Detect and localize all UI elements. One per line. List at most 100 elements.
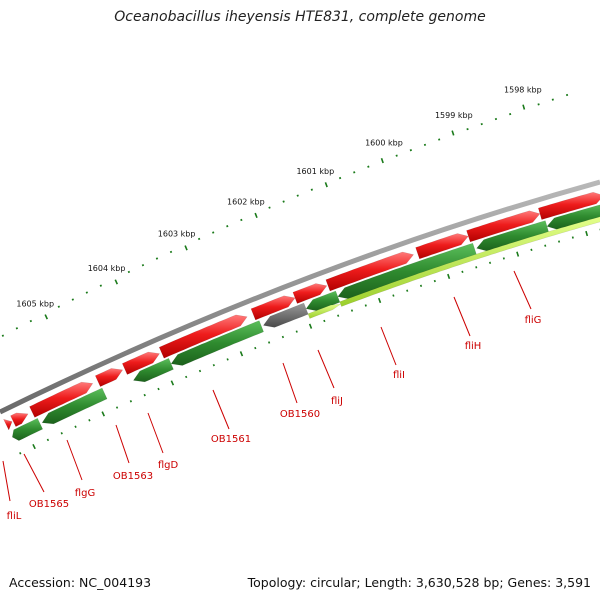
inner-minor-tick xyxy=(502,257,505,260)
inner-minor-tick xyxy=(46,438,50,442)
forward-gene-feature[interactable] xyxy=(292,283,328,304)
inner-minor-tick xyxy=(406,289,409,292)
gene-label-ob1565[interactable]: OB1565 xyxy=(29,499,69,510)
inner-major-tick xyxy=(585,230,589,237)
inner-minor-tick xyxy=(157,387,160,391)
scale-major-tick xyxy=(324,182,328,188)
accession-text: Accession: NC_004193 xyxy=(9,575,152,590)
scale-minor-tick xyxy=(268,206,271,209)
reverse-gene-feature[interactable] xyxy=(41,387,108,425)
inner-minor-tick xyxy=(350,309,354,312)
scale-label-1604-kbp: 1604 kbp xyxy=(88,264,126,273)
scale-minor-tick xyxy=(99,284,103,287)
scale-major-tick xyxy=(114,279,119,285)
inner-minor-tick xyxy=(254,346,257,350)
inner-major-tick xyxy=(170,380,175,386)
forward-gene-feature[interactable] xyxy=(415,233,469,260)
reverse-gene-feature[interactable] xyxy=(132,357,174,383)
gene-label-ob1561[interactable]: OB1561 xyxy=(211,434,251,445)
inner-minor-tick xyxy=(74,425,77,428)
gene-label-flii[interactable]: fliI xyxy=(393,370,405,381)
scale-minor-tick xyxy=(127,270,131,274)
inner-minor-tick xyxy=(571,236,574,239)
genome-backbone xyxy=(0,179,600,415)
inner-minor-tick xyxy=(143,393,146,397)
scale-minor-tick xyxy=(466,128,469,131)
inner-minor-tick xyxy=(19,452,22,455)
gene-label-leader xyxy=(453,296,471,337)
gene-label-flih[interactable]: fliH xyxy=(465,341,482,352)
forward-gene-feature[interactable] xyxy=(250,295,296,321)
gene-label-leader xyxy=(147,412,164,454)
inner-ticks xyxy=(19,228,600,455)
scale-major-tick xyxy=(44,314,49,320)
inner-minor-tick xyxy=(544,244,547,247)
gene-label-flil[interactable]: fliL xyxy=(7,511,22,522)
inner-minor-tick xyxy=(461,270,464,274)
inner-minor-tick xyxy=(115,406,119,409)
forward-gene-feature[interactable] xyxy=(158,314,248,359)
forward-gene-feature[interactable] xyxy=(3,418,13,431)
scale-minor-tick xyxy=(494,117,498,121)
gene-features xyxy=(3,191,600,441)
gene-label-ob1560[interactable]: OB1560 xyxy=(280,409,320,420)
scale-label-1603-kbp: 1603 kbp xyxy=(158,230,196,239)
forward-gene-feature[interactable] xyxy=(29,381,94,418)
scale-label-1601-kbp: 1601 kbp xyxy=(296,167,334,176)
scale-minor-tick xyxy=(282,200,285,203)
inner-major-tick xyxy=(378,297,382,304)
scale-label-1602-kbp: 1602 kbp xyxy=(227,197,265,206)
gene-label-leader xyxy=(115,424,130,464)
scale-minor-tick xyxy=(169,250,173,254)
forward-gene-feature[interactable] xyxy=(325,251,415,292)
gene-label-flij[interactable]: fliJ xyxy=(331,396,343,407)
reverse-gene-feature[interactable] xyxy=(170,320,264,366)
scale-minor-tick xyxy=(15,327,19,330)
inner-minor-tick xyxy=(88,419,91,422)
inner-minor-tick xyxy=(281,335,285,339)
forward-gene-feature[interactable] xyxy=(94,368,124,387)
reverse-gene-feature[interactable] xyxy=(12,417,44,441)
forward-gene-feature[interactable] xyxy=(537,191,600,220)
inner-minor-tick xyxy=(323,319,326,323)
scale-major-tick xyxy=(184,245,188,251)
inner-major-tick xyxy=(32,443,36,450)
gene-label-leader xyxy=(513,270,532,310)
inner-minor-tick xyxy=(185,375,188,379)
scale-minor-tick xyxy=(57,305,61,308)
forward-gene-feature[interactable] xyxy=(121,351,161,375)
gene-label-flgd[interactable]: flgD xyxy=(158,460,179,471)
scale-minor-tick xyxy=(480,122,483,126)
gene-label-ob1563[interactable]: OB1563 xyxy=(113,471,153,482)
forward-gene-feature[interactable] xyxy=(10,412,29,427)
inner-minor-tick xyxy=(557,240,561,243)
scale-minor-tick xyxy=(310,188,314,191)
inner-minor-tick xyxy=(129,400,133,403)
inner-major-tick xyxy=(239,351,244,357)
other-gene-feature[interactable] xyxy=(262,302,309,328)
scale-label-1600-kbp: 1600 kbp xyxy=(365,138,403,147)
highlighted-gene-feature[interactable] xyxy=(339,216,600,307)
scale-label-1598-kbp: 1598 kbp xyxy=(504,86,542,95)
inner-minor-tick xyxy=(337,314,340,317)
gene-label-flgg[interactable]: flgG xyxy=(75,488,95,499)
scale-minor-tick xyxy=(367,165,370,168)
forward-gene-feature[interactable] xyxy=(466,210,541,243)
scale-minor-tick xyxy=(212,231,215,234)
gene-label-leader xyxy=(380,326,397,366)
gene-label-leader xyxy=(317,349,335,389)
scale-minor-tick xyxy=(29,319,33,323)
scale-minor-tick xyxy=(197,237,201,241)
scale-minor-tick xyxy=(509,112,512,116)
scale-minor-tick xyxy=(85,291,89,294)
scale-minor-tick xyxy=(155,257,159,260)
scale-major-tick xyxy=(380,157,384,164)
scale-major-tick xyxy=(451,130,455,136)
scale-minor-tick xyxy=(226,225,229,228)
highlighted-gene-feature[interactable] xyxy=(307,303,342,319)
scale-minor-tick xyxy=(71,298,75,301)
gene-label-flig[interactable]: fliG xyxy=(525,315,542,326)
inner-minor-tick xyxy=(475,266,478,269)
